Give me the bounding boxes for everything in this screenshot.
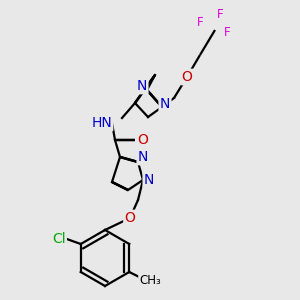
Text: Cl: Cl (52, 232, 66, 246)
Text: N: N (138, 150, 148, 164)
Text: F: F (217, 8, 223, 22)
Text: HN: HN (91, 116, 112, 130)
Text: N: N (137, 79, 147, 93)
Text: O: O (138, 133, 148, 147)
Text: F: F (197, 16, 203, 28)
Text: N: N (160, 97, 170, 111)
Text: O: O (182, 70, 192, 84)
Text: N: N (144, 173, 154, 187)
Text: CH₃: CH₃ (140, 274, 161, 286)
Text: O: O (124, 211, 135, 225)
Text: F: F (224, 26, 230, 38)
